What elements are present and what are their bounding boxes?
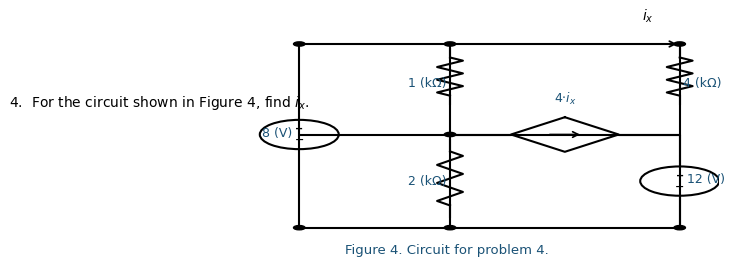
Text: −: − (675, 182, 685, 192)
Text: 8 (V): 8 (V) (262, 127, 292, 140)
Text: 2 (kΩ): 2 (kΩ) (408, 175, 446, 187)
Text: $i_x$: $i_x$ (641, 8, 653, 25)
Circle shape (444, 132, 456, 137)
Circle shape (674, 225, 685, 230)
Text: 12 (V): 12 (V) (687, 173, 725, 186)
Text: 1 (kΩ): 1 (kΩ) (408, 77, 446, 90)
Text: 4 (kΩ): 4 (kΩ) (683, 77, 722, 90)
Circle shape (293, 225, 305, 230)
Text: 4.  For the circuit shown in Figure 4, find $i_x$.: 4. For the circuit shown in Figure 4, fi… (9, 94, 309, 112)
Text: Figure 4. Circuit for problem 4.: Figure 4. Circuit for problem 4. (345, 244, 548, 257)
Circle shape (444, 42, 456, 46)
Circle shape (293, 42, 305, 46)
Circle shape (674, 42, 685, 46)
Text: +: + (295, 124, 303, 134)
Text: −: − (295, 135, 304, 145)
Text: $4{\cdot}i_x$: $4{\cdot}i_x$ (553, 90, 576, 107)
Circle shape (444, 225, 456, 230)
Text: +: + (676, 171, 684, 180)
